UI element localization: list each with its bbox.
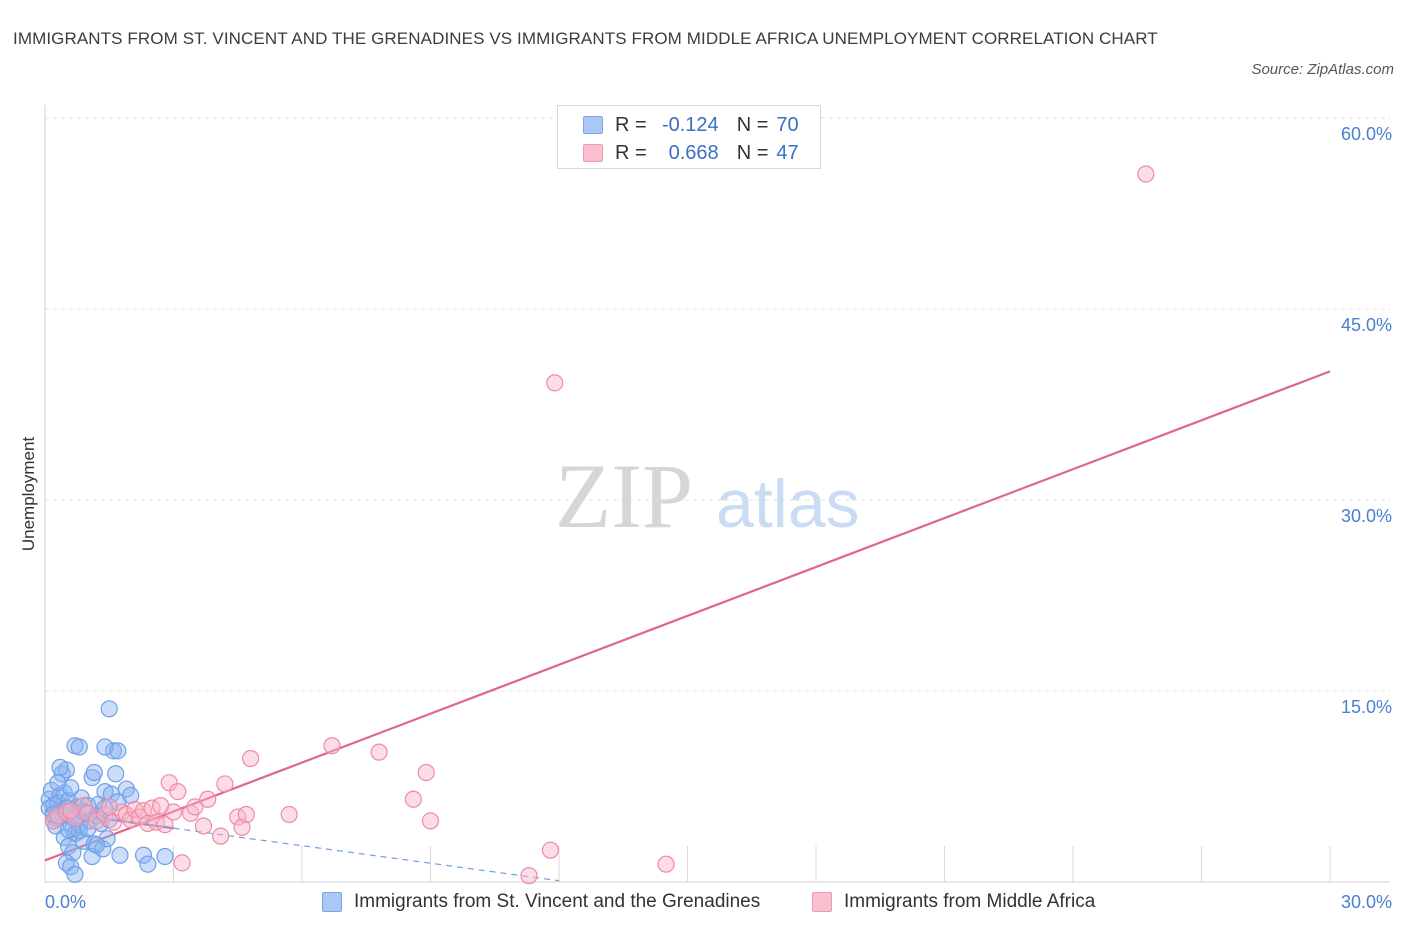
point-vincent [111, 846, 129, 864]
legend-row-vincent: R = -0.124 N = 70 [583, 111, 799, 139]
point-middle-africa [657, 855, 675, 873]
point-middle-africa [370, 743, 388, 761]
point-vincent [74, 832, 93, 850]
point-vincent [85, 763, 103, 782]
point-middle-africa [62, 802, 80, 820]
point-middle-africa [541, 841, 560, 859]
point-middle-africa [100, 798, 118, 816]
series-legend-vincent: Immigrants from St. Vincent and the Gren… [322, 888, 760, 916]
point-middle-africa [323, 737, 341, 755]
data-points [40, 165, 1155, 885]
point-vincent [100, 700, 118, 718]
series-label-middle-africa: Immigrants from Middle Africa [844, 891, 1096, 912]
point-middle-africa [216, 775, 234, 793]
point-middle-africa [199, 790, 217, 808]
legend-n-label: N = [736, 113, 769, 136]
point-middle-africa [49, 807, 67, 825]
point-vincent [104, 742, 123, 760]
y-axis-title: Unemployment [19, 437, 38, 552]
tick-labels: 15.0% 30.0% 45.0% 60.0% 0.0% 30.0% [45, 124, 1392, 912]
y-tick-label: 60.0% [1341, 124, 1392, 144]
gridlines [45, 117, 1390, 692]
point-vincent [156, 847, 174, 866]
point-vincent [51, 758, 69, 777]
watermark: ZIP atlas [555, 445, 860, 547]
point-vincent [107, 765, 125, 783]
legend-n-value: 47 [776, 141, 799, 164]
point-middle-africa [233, 818, 251, 836]
point-vincent [139, 855, 157, 873]
point-middle-africa [160, 774, 178, 792]
point-vincent [49, 774, 67, 792]
point-vincent [64, 844, 82, 862]
point-middle-africa [404, 790, 422, 808]
chart-title: IMMIGRANTS FROM ST. VINCENT AND THE GREN… [13, 29, 1158, 48]
point-middle-africa [169, 782, 187, 801]
point-middle-africa [87, 812, 106, 830]
series-swatch-vincent [322, 892, 342, 912]
correlation-legend: R = -0.124 N = 70 R = 0.668 N = 47 [557, 105, 821, 169]
trend-line-middle-africa [44, 370, 1331, 862]
point-vincent [98, 830, 116, 848]
point-middle-africa [1137, 165, 1155, 183]
point-middle-africa [237, 805, 255, 824]
point-middle-africa [520, 867, 538, 885]
trend-lines [44, 370, 1331, 882]
point-middle-africa [280, 805, 298, 824]
point-middle-africa [242, 749, 260, 768]
x-tick-label: 0.0% [45, 892, 86, 912]
point-vincent [70, 738, 88, 756]
point-vincent [66, 865, 84, 883]
legend-r-label: R = [615, 113, 647, 136]
legend-r-value: -0.124 [661, 113, 719, 136]
legend-r-value: 0.668 [668, 141, 719, 164]
axes [44, 105, 1390, 883]
point-vincent [87, 836, 106, 854]
point-middle-africa [156, 816, 174, 834]
point-vincent [122, 786, 140, 805]
point-middle-africa [173, 854, 191, 872]
y-tick-label: 45.0% [1341, 315, 1392, 335]
point-vincent [109, 742, 127, 760]
point-vincent [96, 738, 114, 756]
watermark-zip: ZIP [555, 445, 693, 547]
point-vincent [62, 779, 80, 797]
point-vincent [134, 846, 153, 864]
legend-r-label: R = [615, 141, 647, 164]
legend-n-value: 70 [776, 113, 799, 136]
point-middle-africa [212, 827, 230, 845]
point-middle-africa [186, 798, 204, 816]
point-middle-africa [194, 817, 213, 835]
legend-swatch-middle-africa [583, 144, 603, 162]
series-legend-middle-africa: Immigrants from Middle Africa [812, 888, 1095, 916]
point-middle-africa [417, 763, 435, 782]
source-label: Source: ZipAtlas.com [1251, 61, 1394, 78]
point-middle-africa [421, 812, 440, 830]
trend-line-vincent [44, 809, 174, 830]
legend-row-middle-africa: R = 0.668 N = 47 [583, 139, 799, 167]
x-tick-label: 30.0% [1341, 892, 1392, 912]
legend-swatch-vincent [583, 116, 603, 134]
series-swatch-middle-africa [812, 892, 832, 912]
y-tick-label: 30.0% [1341, 506, 1392, 526]
point-middle-africa [546, 374, 564, 392]
y-tick-label: 15.0% [1341, 697, 1392, 717]
series-label-vincent: Immigrants from St. Vincent and the Gren… [354, 891, 761, 912]
trend-line-vincent-extension [173, 827, 560, 882]
watermark-atlas: atlas [716, 466, 860, 542]
point-middle-africa [152, 796, 170, 815]
legend-n-label: N = [736, 141, 769, 164]
